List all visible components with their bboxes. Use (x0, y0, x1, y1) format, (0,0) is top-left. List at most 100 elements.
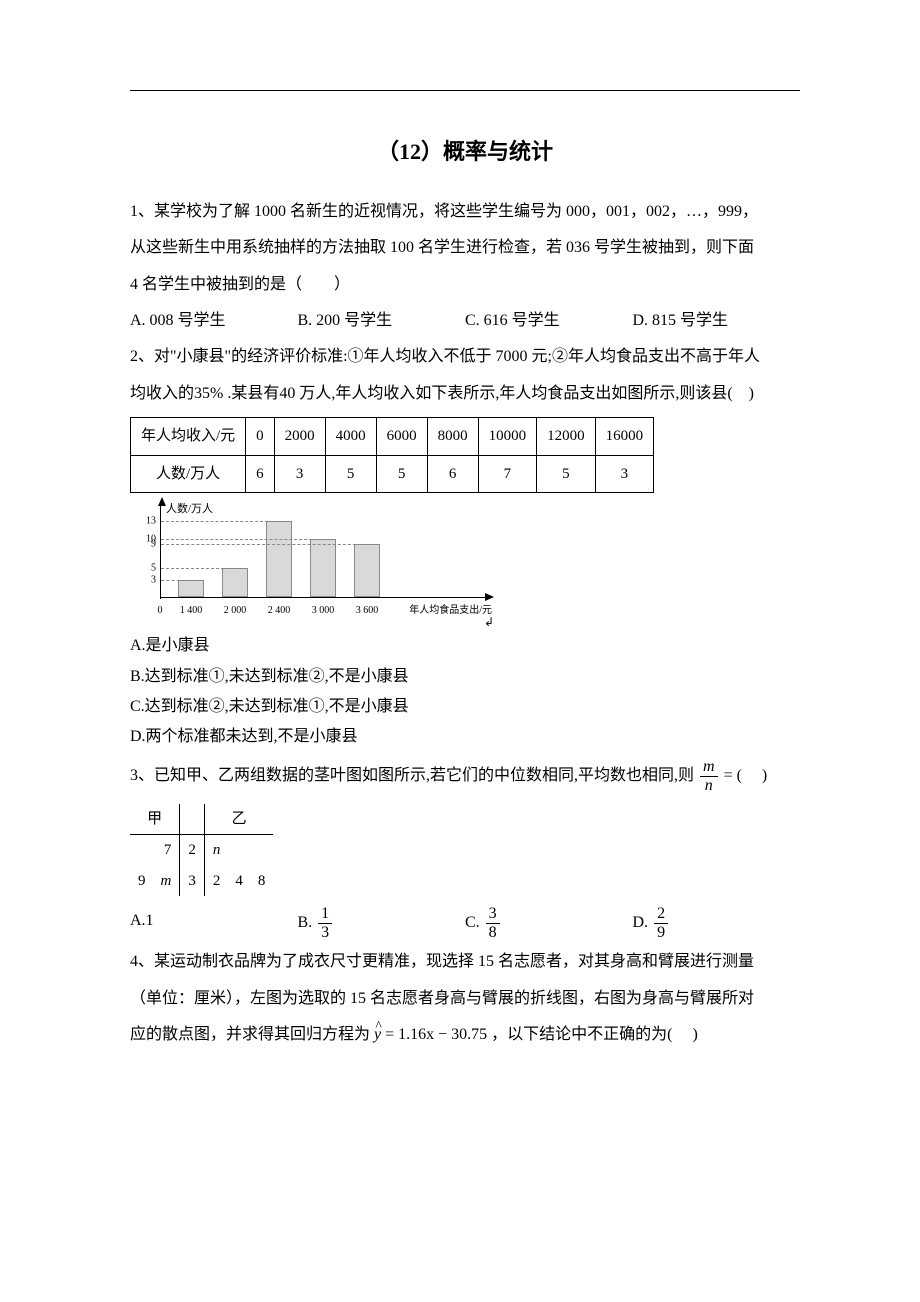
q2-opt-b: B.达到标准①,未达到标准②,不是小康县 (130, 662, 800, 692)
gridline (161, 580, 180, 581)
top-rule (130, 90, 800, 91)
frac-num: m (700, 759, 718, 777)
y-axis (160, 501, 161, 599)
td: 5 (376, 455, 427, 493)
q4-line1: 4、某运动制衣品牌为了成衣尺寸更精准，现选择 15 名志愿者，对其身高和臂展进行… (130, 947, 800, 977)
gridline (161, 544, 356, 545)
bar (266, 521, 292, 597)
q3-opt-d: D. 2 9 (633, 906, 801, 941)
q1-line2: 从这些新生中用系统抽样的方法抽取 100 名学生进行检查，若 036 号学生被抽… (130, 233, 800, 263)
q1-line3: 4 名学生中被抽到的是（ ） (130, 270, 800, 300)
frac-num: 1 (318, 906, 332, 924)
title-suffix: ）概率与统计 (421, 139, 553, 164)
x-axis (160, 597, 490, 598)
q1-opt-b: B. 200 号学生 (298, 306, 466, 336)
q2-opt-c: C.达到标准②,未达到标准①,不是小康县 (130, 692, 800, 722)
frac-den: 8 (486, 924, 500, 941)
q3-stem-pre: 3、已知甲、乙两组数据的茎叶图如图所示,若它们的中位数相同,平均数也相同,则 (130, 767, 694, 784)
leaf-right: 2 4 8 (204, 866, 273, 897)
gridline (161, 521, 268, 522)
origin-label: 0 (158, 601, 163, 620)
td: 5 (325, 455, 376, 493)
q2-opt-d: D.两个标准都未达到,不是小康县 (130, 722, 800, 752)
td: 3 (274, 455, 325, 493)
bar (222, 568, 248, 597)
q1-options: A. 008 号学生 B. 200 号学生 C. 616 号学生 D. 815 … (130, 306, 800, 336)
q4-eq: = 1.16x − 30.75 (381, 1026, 487, 1043)
opt-label: D. (633, 914, 649, 931)
gridline (161, 568, 224, 569)
q3-options: A.1 B. 1 3 C. 3 8 D. 2 9 (130, 906, 800, 941)
leaf-stem: 3 (180, 866, 205, 897)
leaf-row: 9 9 mm 3 2 4 8 (130, 866, 273, 897)
y-hat-icon: y (374, 1020, 381, 1050)
q2-opt-a: A.是小康县 (130, 631, 800, 661)
fraction-icon: 1 3 (318, 906, 332, 941)
q3-opt-a: A.1 (130, 906, 298, 941)
leaf-header: 甲 乙 (130, 804, 273, 835)
table-row: 人数/万人 6 3 5 5 6 7 5 3 (131, 455, 654, 493)
leaf-hdr-right: 乙 (204, 804, 273, 835)
opt-label: B. (298, 914, 313, 931)
th: 0 (246, 418, 275, 456)
bar (310, 539, 336, 598)
fraction-icon: 2 9 (654, 906, 668, 941)
x-tick-label: 2 400 (268, 601, 291, 620)
bar (354, 544, 380, 597)
q2-table: 年人均收入/元 0 2000 4000 6000 8000 10000 1200… (130, 417, 654, 493)
leaf-hdr-stem (180, 804, 205, 835)
frac-num: 3 (486, 906, 500, 924)
td: 6 (427, 455, 478, 493)
arrow-up-icon (158, 497, 166, 506)
q4-stem-pre: 应的散点图，并求得其回归方程为 (130, 1026, 374, 1043)
q4-line3: 应的散点图，并求得其回归方程为 y = 1.16x − 30.75 ，以下结论中… (130, 1020, 800, 1050)
q3-opt-c: C. 3 8 (465, 906, 633, 941)
th: 6000 (376, 418, 427, 456)
q3-stem: 3、已知甲、乙两组数据的茎叶图如图所示,若它们的中位数相同,平均数也相同,则 m… (130, 759, 800, 794)
q1-opt-a: A. 008 号学生 (130, 306, 298, 336)
th: 年人均收入/元 (131, 418, 246, 456)
leaf-left: 7 (130, 835, 180, 866)
title-number: 12 (399, 139, 421, 164)
td: 6 (246, 455, 275, 493)
stem-leaf-plot: 甲 乙 7 2 n 9 9 mm 3 2 4 8 (130, 804, 800, 897)
y-tick-label: 10 (140, 529, 156, 548)
x-tick-label: 3 600 (356, 601, 379, 620)
x-tick-label: 2 000 (224, 601, 247, 620)
frac-den: n (700, 777, 718, 794)
fraction-icon: 3 8 (486, 906, 500, 941)
arrow-right-icon (485, 593, 494, 601)
q2-options: A.是小康县 B.达到标准①,未达到标准②,不是小康县 C.达到标准②,未达到标… (130, 631, 800, 753)
th: 16000 (595, 418, 654, 456)
leaf-left: 9 9 mm (130, 866, 180, 897)
leaf-row: 7 2 n (130, 835, 273, 866)
page-title: （12）概率与统计 (130, 131, 800, 173)
leaf-hdr-left: 甲 (130, 804, 180, 835)
q2-line1: 2、对"小康县"的经济评价标准:①年人均收入不低于 7000 元;②年人均食品支… (130, 342, 800, 372)
th: 4000 (325, 418, 376, 456)
y-tick-label: 13 (140, 511, 156, 530)
leaf-stem: 2 (180, 835, 205, 866)
y-tick-label: 5 (140, 558, 156, 577)
td: 3 (595, 455, 654, 493)
th: 2000 (274, 418, 325, 456)
table-row: 年人均收入/元 0 2000 4000 6000 8000 10000 1200… (131, 418, 654, 456)
th: 12000 (537, 418, 596, 456)
q1-opt-d: D. 815 号学生 (633, 306, 801, 336)
q3-stem-post: = ( ) (720, 767, 768, 784)
q3-opt-b: B. 1 3 (298, 906, 466, 941)
x-axis-label: 年人均食品支出/元 (409, 601, 492, 620)
q1-opt-c: C. 616 号学生 (465, 306, 633, 336)
x-tick-label: 3 000 (312, 601, 335, 620)
corner-icon: ↲ (484, 611, 494, 634)
th: 8000 (427, 418, 478, 456)
opt-label: C. (465, 914, 480, 931)
frac-den: 3 (318, 924, 332, 941)
th: 10000 (478, 418, 537, 456)
gridline (161, 539, 312, 540)
title-prefix: （ (377, 139, 399, 164)
bar (178, 580, 204, 598)
fraction-icon: m n (700, 759, 718, 794)
q1-line1: 1、某学校为了解 1000 名新生的近视情况，将这些学生编号为 000，001，… (130, 197, 800, 227)
td: 人数/万人 (131, 455, 246, 493)
